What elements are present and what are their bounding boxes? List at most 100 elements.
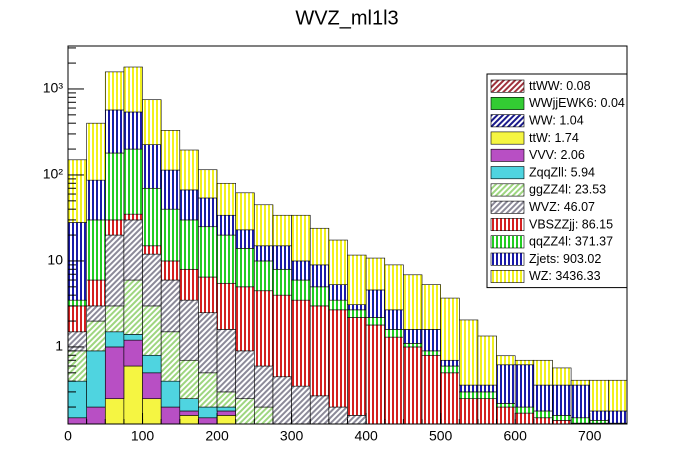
histogram-bar [254,406,274,424]
histogram-bar [496,364,516,404]
histogram-bar [328,284,348,301]
x-tick-label: 200 [205,428,229,444]
histogram-bar [68,159,87,223]
histogram-bar [477,335,497,386]
legend-label: VBSZZjj: 86.15 [529,217,613,231]
x-tick-label: 500 [429,428,453,444]
histogram-bar [384,264,404,311]
x-tick-label: 300 [280,428,304,444]
legend-swatch [490,131,525,145]
histogram-bar [198,226,218,278]
histogram-bar [514,406,535,414]
histogram-bar [365,317,386,326]
histogram-bar [552,420,572,424]
histogram-bar [440,297,460,361]
legend-label: ttW: 1.74 [529,131,579,145]
histogram-bar [589,420,609,424]
histogram-bar [160,130,181,171]
histogram-bar [198,417,218,424]
histogram-bar [104,152,125,221]
histogram-bar [496,406,516,424]
histogram-bar [309,305,330,397]
histogram-bar [533,359,553,386]
histogram-bar [198,197,218,228]
histogram-bar [496,403,516,408]
x-tick-label: 0 [64,428,72,444]
histogram-bar [347,254,367,305]
legend-swatch [490,235,525,249]
legend-swatch [490,79,525,93]
histogram-bar [104,331,125,348]
histogram-bar [216,182,236,216]
histogram-bar [291,260,311,281]
histogram-bar [458,319,479,386]
legend-label: ggZZ4l: 23.53 [529,183,606,197]
histogram-bar [347,304,367,311]
histogram-bar [570,379,591,386]
histogram-bar [123,219,143,281]
histogram-bar [123,66,143,113]
histogram-bar [458,384,479,393]
histogram-bar [86,219,106,281]
legend-label: WWjjEWK6: 0.04 [529,96,625,110]
histogram-bar [328,299,348,311]
histogram-bar [254,204,274,247]
histogram-bar [235,248,255,288]
histogram-bar [235,192,255,231]
histogram-bar [123,213,143,221]
histogram-bar [365,289,386,318]
x-tick-label: 100 [131,428,155,444]
histogram-bar [384,329,404,338]
legend-label: WVZ: 46.07 [529,200,595,214]
histogram-bar [272,214,292,247]
histogram-bar [291,214,311,262]
y-tick-label: 10 [47,252,63,268]
histogram-bar [198,406,218,419]
histogram-bar [291,299,311,387]
legend-swatch [490,200,525,214]
histogram-bar [328,406,348,424]
histogram-bar [68,305,87,333]
histogram-bar [272,268,292,296]
histogram-bar [235,350,255,400]
histogram-bar [216,234,236,284]
histogram-bar [104,234,125,307]
histogram-bar [347,317,367,416]
histogram-bar [440,365,460,374]
histogram-bar [496,355,516,366]
histogram-bar [160,208,181,262]
histogram-bar [198,276,218,314]
legend-swatch [490,218,525,231]
histogram-bar [216,391,236,408]
histogram-bar [179,149,199,191]
histogram-bar [142,99,162,145]
x-tick-label: 600 [504,428,528,444]
histogram-bar [608,379,627,412]
histogram-bar [514,359,535,366]
histogram-bar [104,71,125,111]
histogram-bar [86,179,106,221]
y-tick-label: 10³ [43,80,64,96]
histogram-bar [235,398,255,424]
histogram-bar [104,398,125,424]
histogram-bar [142,253,162,307]
legend-label: ZqqZll: 5.94 [529,165,595,179]
histogram-bar [235,229,255,249]
histogram-bar [403,346,423,424]
histogram-bar [86,350,106,408]
y-tick-label: 10² [43,166,64,182]
histogram-bar [309,264,330,288]
histogram-bar [86,279,106,307]
histogram-bar [254,365,274,408]
histogram-bar [160,406,181,424]
histogram-bar [179,398,199,412]
histogram-bar [421,354,441,424]
histogram-bar [123,365,143,424]
histogram-bar [384,309,404,330]
histogram-bar [440,372,460,424]
histogram-bar [533,417,553,424]
x-tick-label: 700 [578,428,602,444]
histogram-bar [142,187,162,247]
histogram-bar [458,391,479,400]
histogram-bar [347,309,367,318]
